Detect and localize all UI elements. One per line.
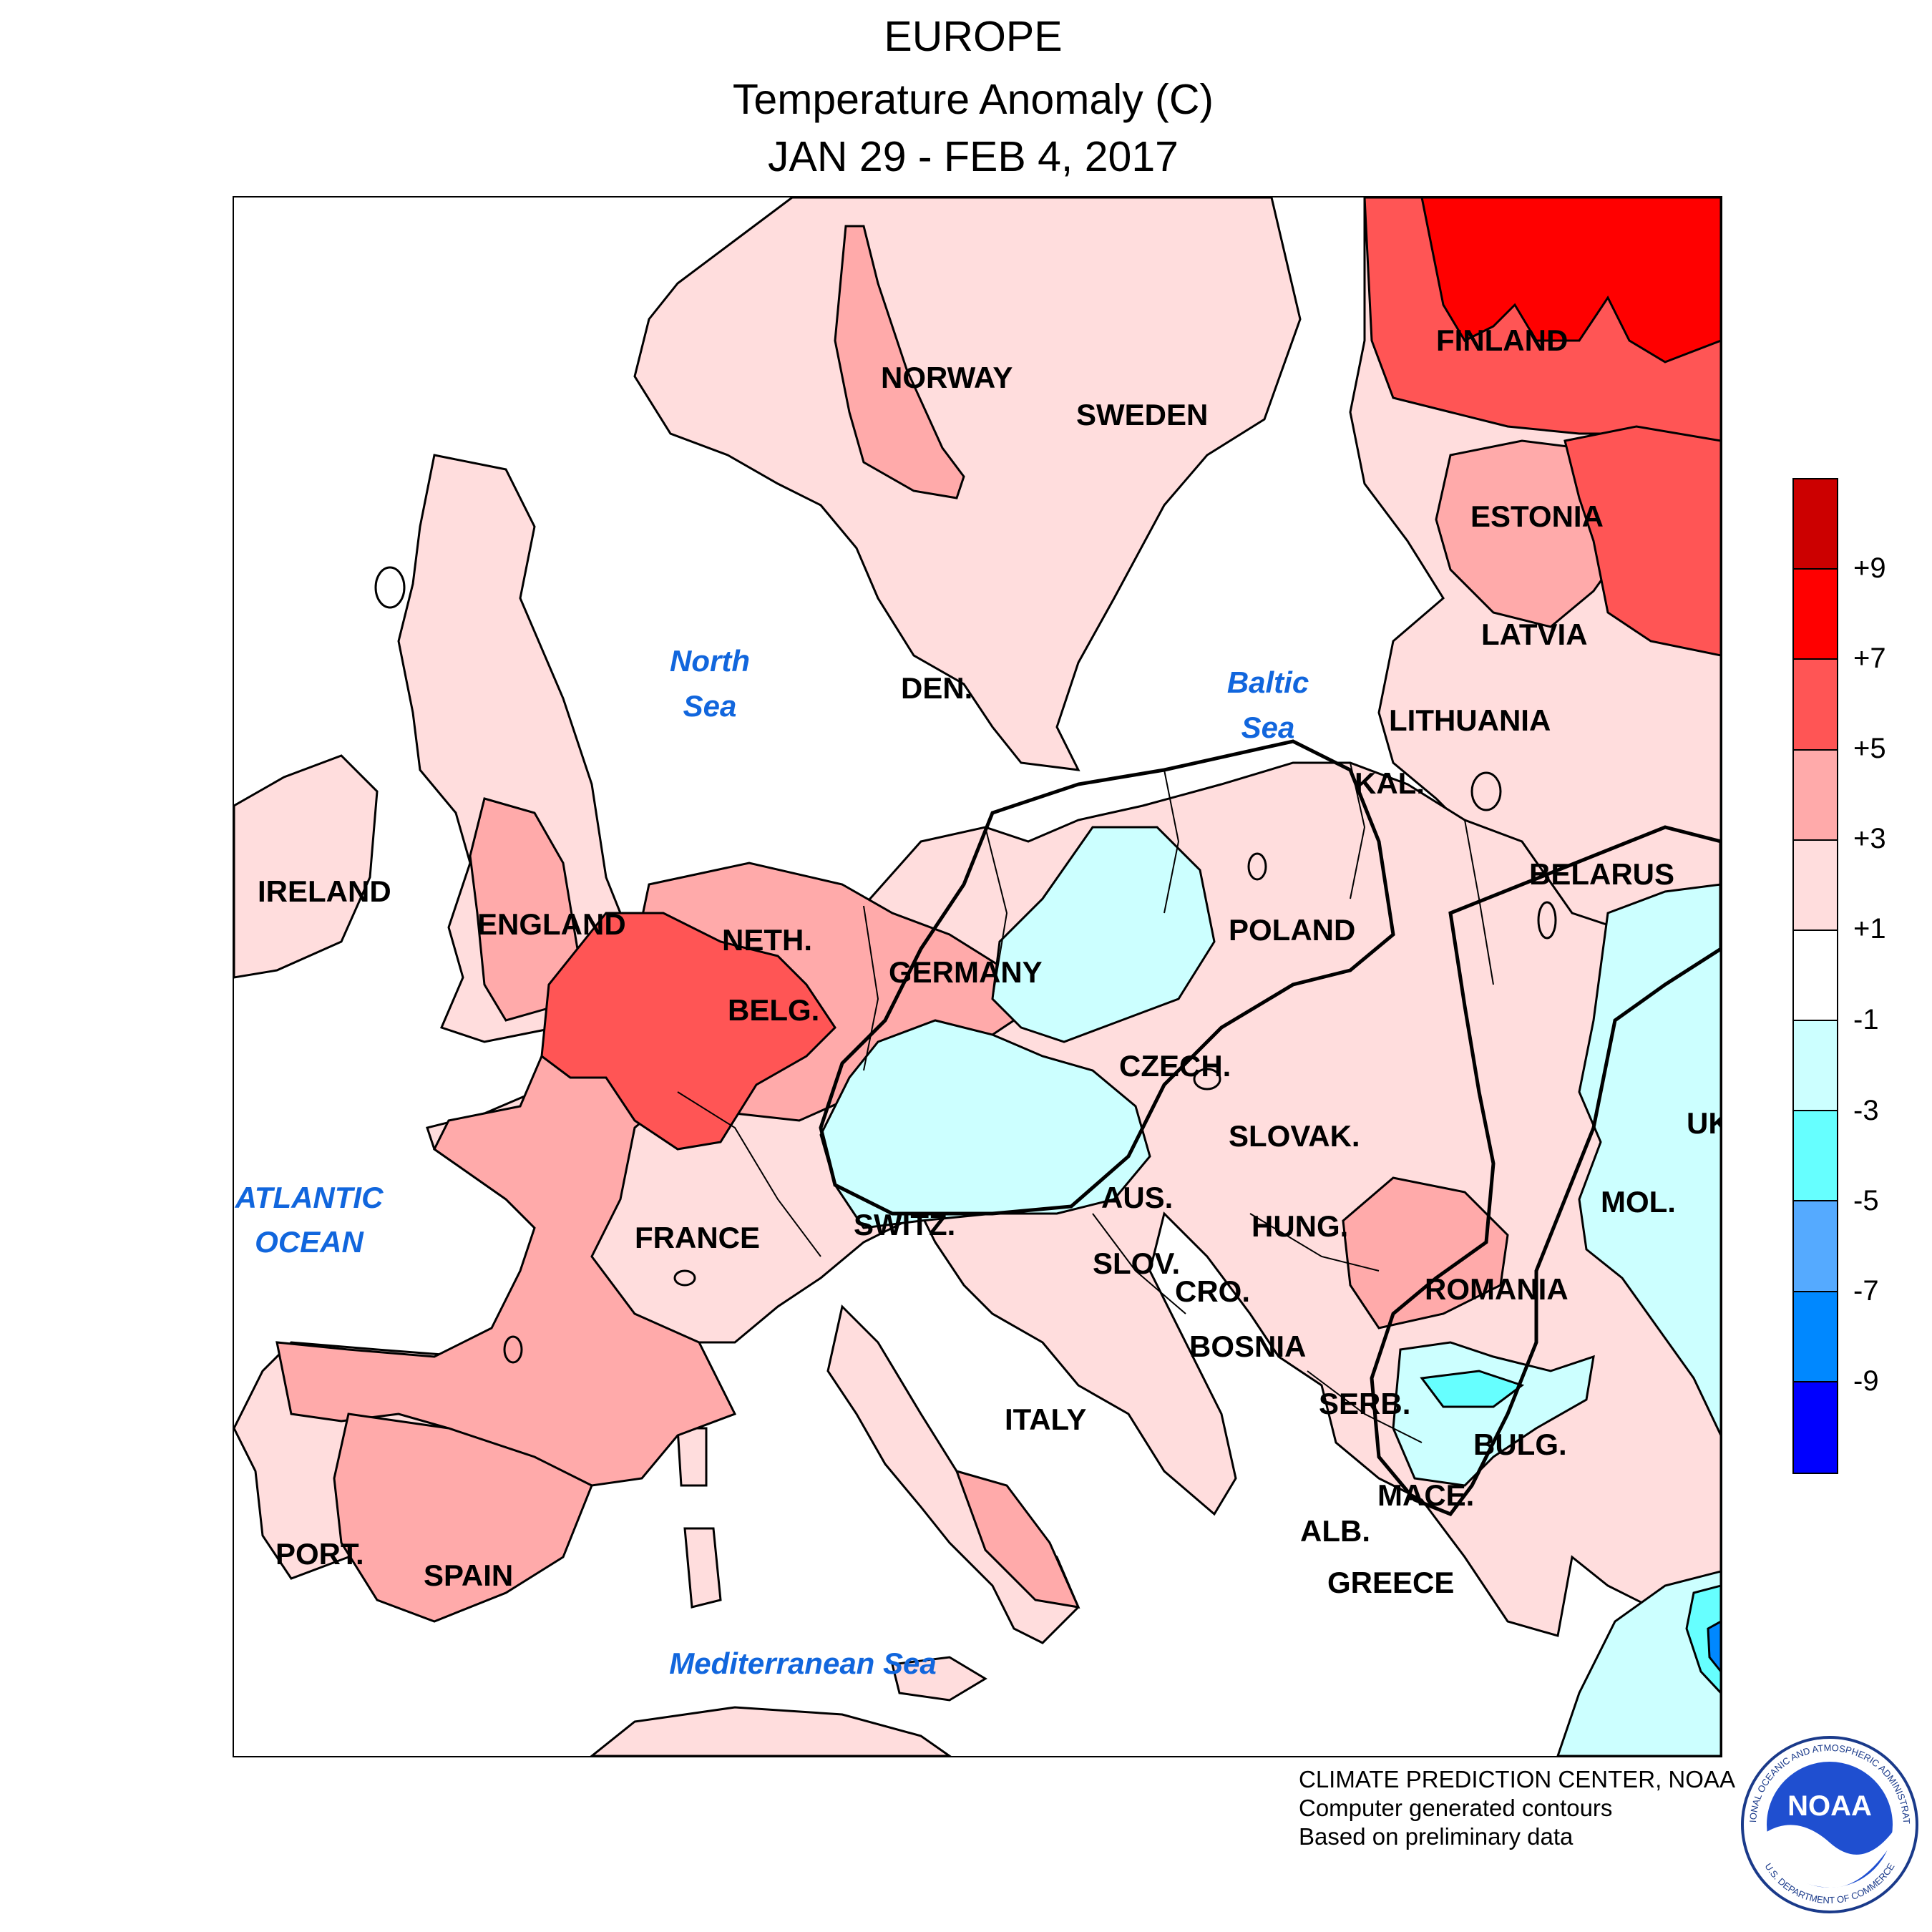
label-bosnia: BOSNIA <box>1189 1330 1306 1363</box>
label-belgium: BELG. <box>728 993 819 1027</box>
map-frame: North Sea Baltic Sea ATLANTIC OCEAN Medi… <box>233 196 1722 1757</box>
label-italy: ITALY <box>1005 1402 1086 1436</box>
legend-swatch <box>1794 1201 1837 1292</box>
label-macedonia: MACE. <box>1377 1478 1474 1512</box>
legend-swatch <box>1794 840 1837 931</box>
legend-swatch <box>1794 930 1837 1022</box>
legend-swatch <box>1794 1111 1837 1202</box>
legend-swatch <box>1794 1382 1837 1473</box>
legend-tick-m7: -7 <box>1853 1275 1879 1307</box>
legend-tick-m3: -3 <box>1853 1095 1879 1126</box>
legend-tick-p1: +1 <box>1853 913 1886 945</box>
anomaly-map: North Sea Baltic Sea ATLANTIC OCEAN Medi… <box>234 197 1721 1756</box>
label-kaliningrad: KAL. <box>1355 766 1425 800</box>
legend-tick-p7: +7 <box>1853 643 1886 674</box>
noaa-logo: NOAA NATIONAL OCEANIC AND ATMOSPHERIC AD… <box>1740 1735 1918 1913</box>
neutral-band-outlines <box>819 739 1721 1517</box>
map-period: JAN 29 - FEB 4, 2017 <box>768 133 1179 180</box>
legend-swatch <box>1794 1021 1837 1112</box>
label-finland: FINLAND <box>1436 323 1568 357</box>
border-lines <box>677 762 1494 1443</box>
label-switzerland: SWITZ. <box>854 1208 955 1241</box>
label-ukraine: UK <box>1687 1106 1721 1140</box>
sea-label-north-2: Sea <box>683 689 737 723</box>
scattered-isolines <box>374 566 1557 1364</box>
label-lithuania: LITHUANIA <box>1389 703 1551 737</box>
credit-line-2: Computer generated contours <box>1299 1795 1613 1821</box>
credit-line-1: CLIMATE PREDICTION CENTER, NOAA <box>1299 1766 1735 1792</box>
label-czech: CZECH. <box>1119 1049 1231 1083</box>
label-latvia: LATVIA <box>1481 618 1588 651</box>
anomaly-7-9-zones <box>1420 197 1721 364</box>
label-denmark: DEN. <box>901 671 972 705</box>
label-norway: NORWAY <box>881 361 1013 394</box>
label-spain: SPAIN <box>424 1558 513 1592</box>
label-greece: GREECE <box>1327 1566 1454 1599</box>
label-slovakia: SLOVAK. <box>1229 1119 1360 1153</box>
sea-label-baltic-1: Baltic <box>1227 665 1309 699</box>
credit-line-3: Based on preliminary data <box>1299 1823 1574 1850</box>
anomaly-neg5-neg7-zones <box>1707 1620 1721 1674</box>
legend-tick-m5: -5 <box>1853 1185 1879 1216</box>
sea-label-mediterranean: Mediterranean Sea <box>669 1646 937 1680</box>
label-moldova: MOL. <box>1601 1185 1676 1219</box>
label-portugal: PORT. <box>275 1537 364 1571</box>
sea-label-atlantic-1: ATLANTIC <box>235 1181 384 1214</box>
label-germany: GERMANY <box>889 955 1043 989</box>
legend-tick-p5: +5 <box>1853 733 1886 764</box>
label-serbia: SERB. <box>1319 1387 1410 1420</box>
label-croatia: CRO. <box>1175 1274 1250 1308</box>
anomaly-neg3-neg5-zones <box>1420 1370 1721 1695</box>
legend-swatch <box>1794 570 1837 660</box>
sea-label-atlantic-2: OCEAN <box>255 1225 364 1259</box>
label-belarus: BELARUS <box>1529 857 1674 891</box>
label-estonia: ESTONIA <box>1470 499 1604 533</box>
legend-tick-m1: -1 <box>1853 1004 1879 1035</box>
legend-tick-m9: -9 <box>1853 1365 1879 1397</box>
legend-swatch <box>1794 660 1837 751</box>
sea-label-north-1: North <box>670 644 750 678</box>
label-slovenia: SLOV. <box>1093 1246 1180 1280</box>
label-romania: ROMANIA <box>1425 1272 1568 1306</box>
label-ireland: IRELAND <box>258 874 391 908</box>
label-netherlands: NETH. <box>722 923 812 957</box>
legend-swatch <box>1794 479 1837 570</box>
label-austria: AUS. <box>1101 1181 1173 1214</box>
logo-noaa-text: NOAA <box>1787 1790 1872 1822</box>
map-title: EUROPE <box>884 13 1063 60</box>
legend-swatch <box>1794 1292 1837 1382</box>
label-poland: POLAND <box>1229 913 1355 947</box>
label-hungary: HUNG. <box>1252 1209 1348 1243</box>
label-albania: ALB. <box>1300 1514 1370 1548</box>
logo-bird <box>1767 1825 1893 1888</box>
legend-tick-p9: +9 <box>1853 552 1886 584</box>
label-bulgaria: BULG. <box>1473 1428 1567 1461</box>
legend-swatch <box>1794 750 1837 841</box>
map-subtitle: Temperature Anomaly (C) <box>732 76 1214 123</box>
label-sweden: SWEDEN <box>1076 398 1208 431</box>
label-france: FRANCE <box>635 1221 760 1254</box>
legend-tick-p3: +3 <box>1853 823 1886 854</box>
sea-label-baltic-2: Sea <box>1241 711 1295 744</box>
label-england: ENGLAND <box>477 907 626 941</box>
color-legend <box>1792 478 1838 1474</box>
